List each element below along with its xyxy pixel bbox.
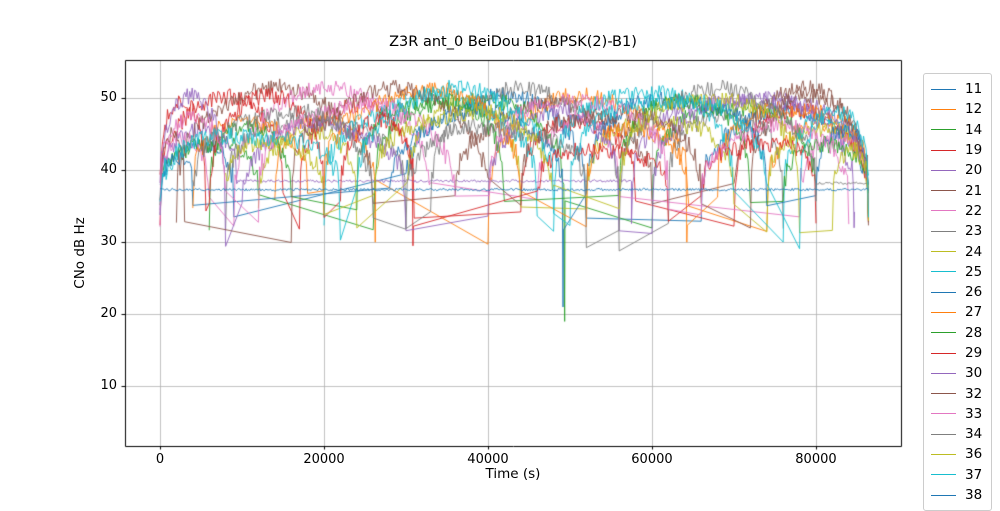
- legend-item: 33: [924, 404, 991, 424]
- legend-line-swatch: [931, 129, 956, 131]
- y-tick-label: 20: [100, 306, 117, 322]
- legend: 11 12 14 19 20 21 22 23 24 25 26 27 28 29 30 32 33 34 36 37…: [923, 73, 992, 511]
- legend-line-swatch: [931, 494, 956, 496]
- legend-item: 30: [924, 363, 991, 383]
- legend-label: 37: [965, 466, 983, 483]
- legend-line-swatch: [931, 352, 956, 354]
- legend-label: 32: [965, 385, 983, 402]
- legend-line-swatch: [931, 271, 956, 273]
- legend-label: 22: [965, 202, 983, 219]
- legend-item: 24: [924, 241, 991, 261]
- y-tick-label: 40: [100, 162, 117, 178]
- legend-line-swatch: [931, 311, 956, 313]
- legend-item: 20: [924, 160, 991, 180]
- legend-item: 27: [924, 302, 991, 322]
- legend-item: 14: [924, 120, 991, 140]
- legend-label: 11: [965, 81, 983, 98]
- legend-label: 28: [965, 324, 983, 341]
- legend-label: 27: [965, 304, 983, 321]
- legend-line-swatch: [931, 149, 956, 151]
- legend-label: 21: [965, 182, 983, 199]
- legend-label: 20: [965, 162, 983, 179]
- legend-line-swatch: [931, 372, 956, 374]
- legend-line-swatch: [931, 190, 956, 192]
- legend-label: 38: [965, 487, 983, 504]
- legend-label: 26: [965, 284, 983, 301]
- legend-item: 32: [924, 383, 991, 403]
- legend-label: 14: [965, 121, 983, 138]
- legend-item: 34: [924, 424, 991, 444]
- y-tick-label: 10: [100, 378, 117, 394]
- x-tick-label: 0: [155, 452, 165, 467]
- legend-line-swatch: [931, 332, 956, 334]
- legend-label: 23: [965, 223, 983, 240]
- legend-item: 23: [924, 221, 991, 241]
- legend-item: 22: [924, 201, 991, 221]
- y-tick-label: 50: [100, 90, 117, 106]
- legend-line-swatch: [931, 251, 956, 253]
- legend-label: 29: [965, 345, 983, 361]
- legend-line-swatch: [931, 230, 956, 232]
- legend-item: 28: [924, 323, 991, 343]
- legend-label: 19: [965, 142, 983, 159]
- legend-item: 25: [924, 262, 991, 282]
- legend-label: 12: [965, 101, 983, 118]
- legend-line-swatch: [931, 108, 956, 110]
- legend-item: 36: [924, 444, 991, 464]
- y-tick-label: 30: [100, 234, 117, 250]
- legend-item: 11: [924, 79, 991, 99]
- legend-label: 36: [965, 446, 983, 463]
- chart-title: Z3R ant_0 BeiDou B1(BPSK(2)-B1): [389, 34, 637, 50]
- legend-item: 19: [924, 140, 991, 160]
- legend-label: 34: [965, 426, 983, 443]
- legend-line-swatch: [931, 291, 956, 293]
- legend-label: 24: [965, 243, 983, 260]
- legend-item: 21: [924, 180, 991, 200]
- legend-line-swatch: [931, 210, 956, 212]
- legend-line-swatch: [931, 169, 956, 171]
- legend-line-swatch: [931, 433, 956, 435]
- legend-item: 26: [924, 282, 991, 302]
- x-tick-label: 80000: [795, 452, 837, 467]
- legend-line-swatch: [931, 413, 956, 415]
- legend-line-swatch: [931, 474, 956, 476]
- x-tick-label: 60000: [631, 452, 673, 467]
- legend-label: 33: [965, 405, 983, 422]
- legend-item: 37: [924, 465, 991, 485]
- x-tick-label: 20000: [303, 452, 345, 467]
- legend-line-swatch: [931, 88, 956, 90]
- plot-canvas: [0, 0, 1000, 500]
- legend-line-swatch: [931, 453, 956, 455]
- y-axis-label: CNo dB Hz: [72, 217, 88, 289]
- legend-label: 30: [965, 365, 983, 382]
- legend-label: 25: [965, 263, 983, 280]
- legend-item: 29: [924, 343, 991, 363]
- x-axis-label: Time (s): [485, 466, 541, 482]
- x-tick-label: 40000: [467, 452, 509, 467]
- legend-item: 12: [924, 99, 991, 119]
- legend-line-swatch: [931, 393, 956, 395]
- legend-item: 38: [924, 485, 991, 505]
